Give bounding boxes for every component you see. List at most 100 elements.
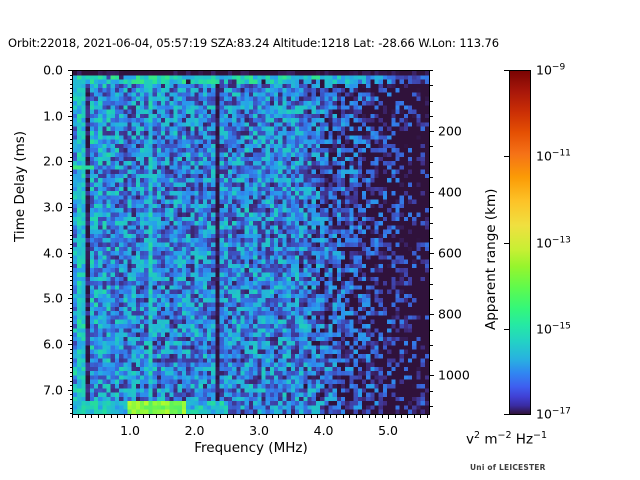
y-axis-minor-tick bbox=[69, 275, 72, 277]
x-axis-minor-tick bbox=[368, 415, 370, 418]
y-axis-label-time-delay: Time Delay (ms) bbox=[12, 130, 28, 242]
y-axis-minor-tick bbox=[69, 303, 72, 305]
y-axis-minor-tick bbox=[69, 179, 72, 181]
y-axis-minor-tick bbox=[69, 257, 72, 259]
y-axis-minor-tick bbox=[69, 92, 72, 94]
x-axis-minor-tick bbox=[226, 415, 228, 418]
y2-axis-minor-tick bbox=[430, 237, 433, 239]
units-v-exponent: 2 bbox=[474, 430, 481, 441]
x-axis-minor-tick bbox=[297, 415, 299, 418]
y-axis-minor-tick bbox=[69, 399, 72, 400]
y-axis-minor-tick bbox=[69, 339, 72, 341]
y-axis-minor-tick bbox=[69, 225, 72, 227]
x-axis-minor-tick bbox=[265, 415, 267, 418]
y-axis-minor-tick bbox=[69, 184, 72, 186]
y-axis-minor-tick bbox=[69, 143, 72, 145]
x-axis-minor-tick bbox=[91, 415, 93, 418]
x-axis-minor-tick bbox=[149, 415, 151, 418]
x-axis-minor-tick bbox=[220, 415, 222, 418]
y-axis-minor-tick bbox=[69, 120, 72, 122]
x-axis-minor-tick bbox=[284, 415, 286, 418]
y-axis-tick bbox=[68, 298, 72, 300]
x-axis-minor-tick bbox=[426, 415, 428, 418]
x-axis-label-frequency: Frequency (MHz) bbox=[194, 440, 308, 456]
x-axis-minor-tick bbox=[362, 415, 364, 418]
colorbar-tick-exponent: −13 bbox=[551, 234, 571, 245]
colorbar-tick bbox=[504, 242, 509, 244]
y2-axis-minor-tick bbox=[430, 207, 433, 209]
y-axis-minor-tick bbox=[69, 412, 72, 414]
y2-axis-tick bbox=[430, 375, 434, 377]
y-axis-minor-tick bbox=[69, 284, 72, 286]
y2-axis-minor-tick bbox=[430, 268, 433, 270]
y-axis-tick bbox=[68, 115, 72, 117]
y-axis-minor-tick bbox=[69, 325, 72, 327]
y-axis-minor-tick bbox=[69, 321, 72, 323]
x-axis-minor-tick bbox=[168, 415, 170, 418]
heatmap-axes bbox=[72, 70, 430, 415]
y2-axis-tick bbox=[430, 314, 434, 316]
colorbar-tick-exponent: −17 bbox=[551, 406, 571, 417]
y-axis-minor-tick bbox=[69, 193, 72, 195]
x-axis-minor-tick bbox=[336, 415, 338, 418]
y-axis-tick-label: 5.0 bbox=[43, 290, 63, 306]
y-axis-minor-tick bbox=[69, 197, 72, 199]
y-axis-minor-tick bbox=[69, 165, 72, 167]
units-hz-exponent: −1 bbox=[533, 430, 548, 441]
y2-axis-minor-tick bbox=[430, 298, 433, 300]
x-axis-minor-tick bbox=[213, 415, 215, 418]
x-axis-minor-tick bbox=[207, 415, 209, 418]
x-axis-minor-tick bbox=[175, 415, 177, 418]
y2-axis-minor-tick bbox=[430, 70, 433, 71]
x-axis-minor-tick bbox=[117, 415, 119, 418]
y-axis-tick-label: 0.0 bbox=[43, 62, 63, 78]
units-hz: Hz bbox=[511, 431, 534, 448]
y-axis-minor-tick bbox=[69, 293, 72, 295]
y-axis-minor-tick bbox=[69, 330, 72, 332]
x-axis-minor-tick bbox=[78, 415, 80, 418]
y-axis-minor-tick bbox=[69, 367, 72, 369]
y-axis-minor-tick bbox=[69, 234, 72, 236]
y-axis-minor-tick bbox=[69, 239, 72, 241]
y-axis-minor-tick bbox=[69, 403, 72, 405]
units-v: v bbox=[466, 431, 474, 448]
x-axis-minor-tick bbox=[271, 415, 273, 418]
y2-axis-minor-tick bbox=[430, 222, 433, 224]
y2-axis-minor-tick bbox=[430, 405, 433, 407]
y-axis-tick-label: 1.0 bbox=[43, 108, 63, 124]
units-m: m bbox=[480, 431, 498, 448]
colorbar-tick-mantissa: 10 bbox=[536, 321, 552, 337]
colorbar-tick-exponent: −11 bbox=[551, 148, 571, 159]
x-axis-minor-tick bbox=[420, 415, 422, 418]
y-axis-tick bbox=[68, 252, 72, 254]
y2-axis-tick bbox=[430, 192, 434, 194]
colorbar-tick bbox=[504, 328, 509, 330]
y2-axis-minor-tick bbox=[430, 390, 433, 392]
institution-credit: Uni of LEICESTER bbox=[470, 463, 546, 472]
y-axis-minor-tick bbox=[69, 97, 72, 99]
y2-axis-minor-tick bbox=[430, 115, 433, 117]
y-axis-minor-tick bbox=[69, 376, 72, 378]
y2-axis-tick-label: 600 bbox=[438, 245, 462, 261]
y-axis-tick-label: 2.0 bbox=[43, 153, 63, 169]
y2-axis-minor-tick bbox=[430, 146, 433, 148]
y-axis-minor-tick bbox=[69, 362, 72, 364]
y-axis-minor-tick bbox=[69, 147, 72, 149]
y-axis-minor-tick bbox=[69, 357, 72, 359]
x-axis-tick bbox=[130, 415, 132, 419]
x-axis-minor-tick bbox=[201, 415, 202, 418]
y-axis-minor-tick bbox=[69, 266, 72, 268]
y-axis-minor-tick bbox=[69, 280, 72, 282]
colorbar-tick bbox=[504, 156, 509, 158]
y-axis-minor-tick bbox=[69, 408, 72, 410]
x-axis-minor-tick bbox=[104, 415, 106, 418]
y2-axis-tick-label: 800 bbox=[438, 306, 462, 322]
y-axis-tick-label: 7.0 bbox=[43, 382, 63, 398]
y2-axis-minor-tick bbox=[430, 344, 433, 346]
y-axis-minor-tick bbox=[69, 79, 72, 81]
y2-axis-tick bbox=[430, 253, 434, 255]
colorbar-tick-label: 10−9 bbox=[536, 62, 565, 77]
y-axis-minor-tick bbox=[69, 74, 72, 76]
y-axis-minor-tick bbox=[69, 271, 72, 273]
x-axis-minor-tick bbox=[123, 415, 125, 418]
